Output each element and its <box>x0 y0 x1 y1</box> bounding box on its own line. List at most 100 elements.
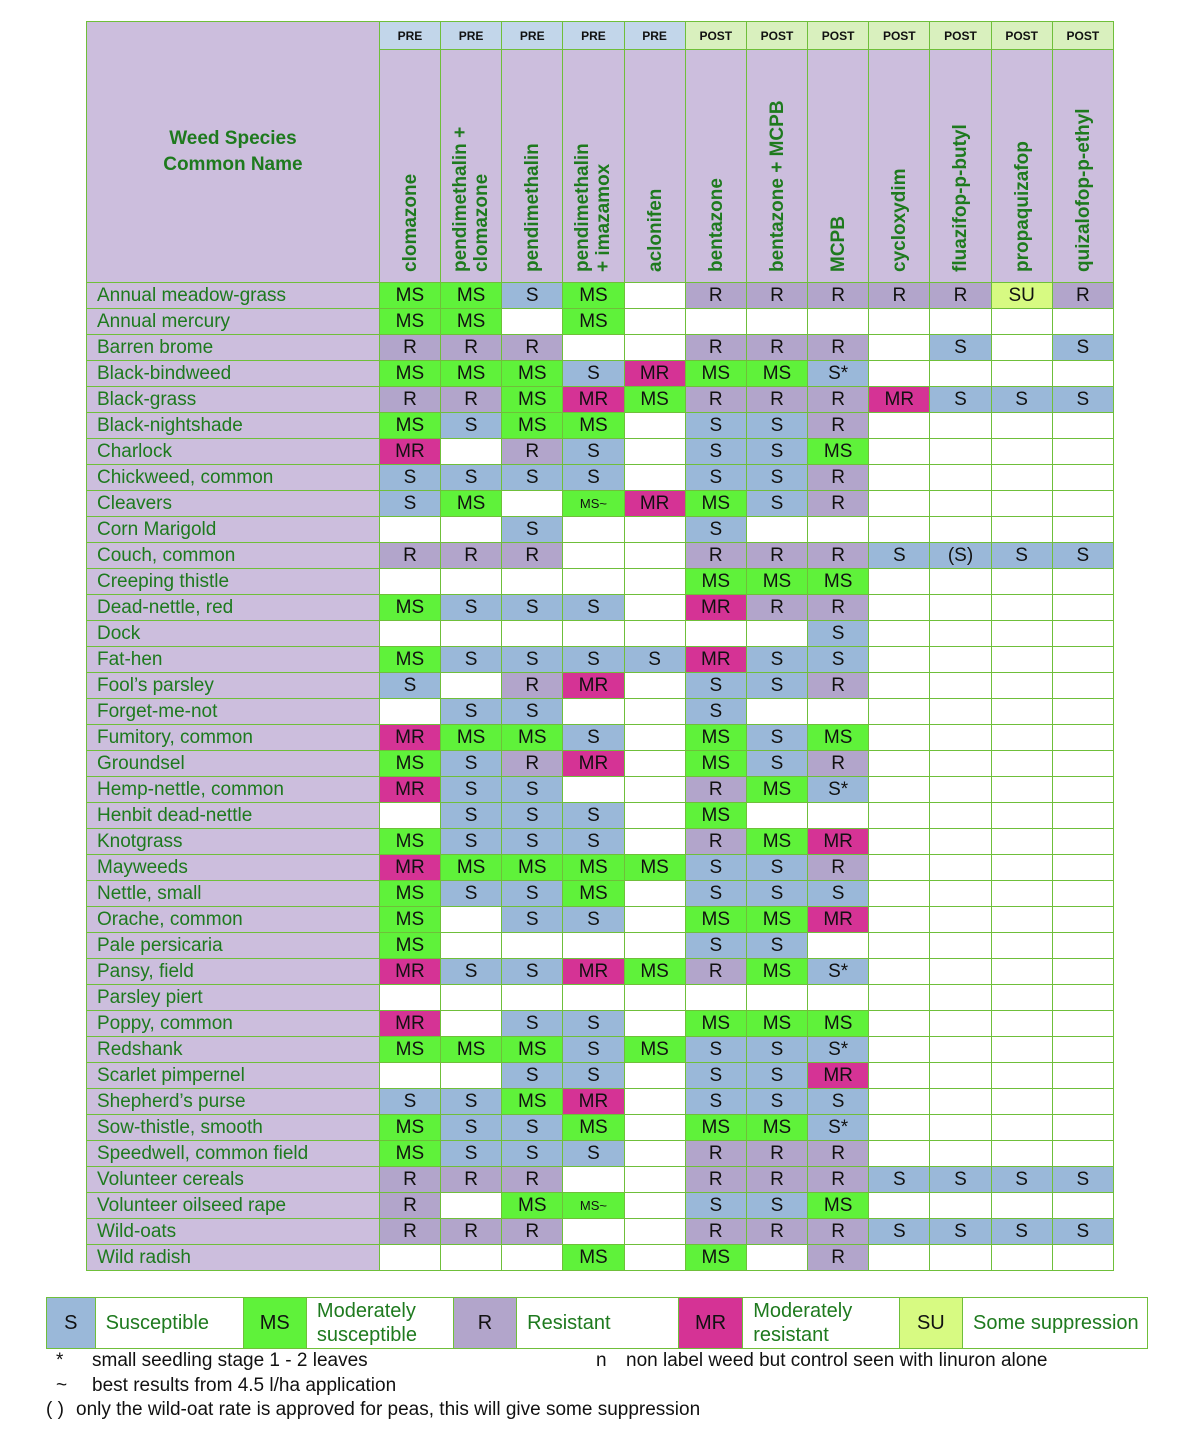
rating-cell <box>807 932 870 959</box>
rating-cell: R <box>745 594 809 621</box>
rating-cell: S <box>745 1088 809 1115</box>
rating-cell: SU <box>990 282 1053 309</box>
herbicide-name: clomazone <box>380 62 440 272</box>
rating-cell <box>1051 1244 1115 1271</box>
rating-cell <box>868 750 931 777</box>
rating-cell <box>501 932 564 959</box>
weed-name: Creeping thistle <box>86 568 380 595</box>
herbicide-name-cell: pendimethalin <box>501 49 564 283</box>
rating-cell <box>440 1010 503 1037</box>
rating-cell: S <box>684 438 747 465</box>
table-row: Black-nightshade MS S MS MS S S R <box>86 412 1115 439</box>
rating-cell: MR <box>562 386 625 413</box>
rating-cell <box>623 1140 686 1167</box>
table-row: Speedwell, common field MS S S S R R R <box>86 1140 1115 1167</box>
rating-cell <box>929 984 992 1011</box>
rating-cell <box>990 568 1053 595</box>
herbicide-name: aclonifen <box>625 62 685 272</box>
rating-cell: S* <box>807 776 870 803</box>
rating-cell <box>1051 932 1115 959</box>
rating-cell <box>501 568 564 595</box>
legend-row: S Susceptible MS Moderately susceptible R Res… <box>46 1297 1148 1349</box>
rating-cell <box>929 724 992 751</box>
rating-cell: MS <box>684 490 747 517</box>
rating-cell: R <box>745 1218 809 1245</box>
rating-cell <box>868 724 931 751</box>
rating-cell <box>990 1114 1053 1141</box>
rating-cell <box>929 854 992 881</box>
rating-cell <box>501 984 564 1011</box>
rating-cell: MS <box>501 1192 564 1219</box>
rating-cell <box>929 568 992 595</box>
weed-name: Groundsel <box>86 750 380 777</box>
rating-cell <box>929 1140 992 1167</box>
rating-cell <box>929 360 992 387</box>
rating-cell: S <box>562 1036 625 1063</box>
rating-cell <box>990 516 1053 543</box>
herbicide-efficacy-table: Weed Species Common Name PRE PRE PRE PRE PRE… <box>86 21 1115 1271</box>
weed-name: Parsley piert <box>86 984 380 1011</box>
weed-name: Forget-me-not <box>86 698 380 725</box>
legend-label: Moderately susceptible <box>305 1297 454 1349</box>
rating-cell: S <box>1051 542 1115 569</box>
rating-cell <box>868 516 931 543</box>
rating-cell <box>440 1244 503 1271</box>
rating-cell: R <box>501 438 564 465</box>
rating-cell: S <box>440 412 503 439</box>
rating-cell: S <box>684 932 747 959</box>
rating-cell: S <box>501 282 564 309</box>
rating-cell: MS <box>623 386 686 413</box>
rating-cell <box>929 620 992 647</box>
rating-cell: S <box>1051 1166 1115 1193</box>
rating-cell: S <box>745 464 809 491</box>
rating-cell <box>378 984 442 1011</box>
rating-cell: S <box>378 1088 442 1115</box>
rating-cell <box>990 958 1053 985</box>
rating-cell: MS <box>501 1088 564 1115</box>
herbicide-name-line: cycloxydim <box>888 168 910 273</box>
weed-name: Volunteer cereals <box>86 1166 380 1193</box>
rating-cell <box>929 776 992 803</box>
rating-cell <box>1051 308 1115 335</box>
rating-cell: R <box>807 386 870 413</box>
rating-cell <box>623 1192 686 1219</box>
rating-cell <box>868 646 931 673</box>
rating-cell: S <box>684 1192 747 1219</box>
table-row: Parsley piert <box>86 984 1115 1011</box>
rating-cell <box>378 516 442 543</box>
herbicide-name: bentazone + MCPB <box>747 62 807 272</box>
weed-name: Cleavers <box>86 490 380 517</box>
rating-cell <box>868 464 931 491</box>
rating-cell: MR <box>562 750 625 777</box>
rating-cell: S <box>807 880 870 907</box>
weed-species-header-line-2: Common Name <box>163 154 303 175</box>
rating-cell: S <box>684 880 747 907</box>
weed-name: Hemp-nettle, common <box>86 776 380 803</box>
herbicide-name-line: pendimethalin <box>572 143 594 272</box>
herbicide-name: MCPB <box>808 62 868 272</box>
timing-label: POST <box>684 21 747 50</box>
rating-cell: MS <box>440 282 503 309</box>
rating-cell <box>807 802 870 829</box>
rating-cell <box>623 308 686 335</box>
rating-cell <box>868 1244 931 1271</box>
rating-cell <box>868 672 931 699</box>
herbicide-name-line: MCPB <box>827 216 849 272</box>
rating-cell <box>868 802 931 829</box>
weed-name: Scarlet pimpernel <box>86 1062 380 1089</box>
rating-cell: S <box>745 932 809 959</box>
rating-cell: R <box>684 542 747 569</box>
rating-cell: S <box>440 464 503 491</box>
table-row: Henbit dead-nettle S S S MS <box>86 802 1115 829</box>
table-row: Fumitory, common MR MS MS S MS S MS <box>86 724 1115 751</box>
rating-cell: R <box>807 334 870 361</box>
weed-name: Black-grass <box>86 386 380 413</box>
rating-cell: S <box>1051 1218 1115 1245</box>
footnote-n-text: non label weed but control seen with lin… <box>626 1350 1048 1371</box>
rating-cell: MS <box>745 958 809 985</box>
rating-cell: MS <box>378 880 442 907</box>
table-row: Sow-thistle, smooth MS S S MS MS MS S* <box>86 1114 1115 1141</box>
weed-name: Sow-thistle, smooth <box>86 1114 380 1141</box>
rating-cell: S <box>745 438 809 465</box>
table-row: Nettle, small MS S S MS S S S <box>86 880 1115 907</box>
